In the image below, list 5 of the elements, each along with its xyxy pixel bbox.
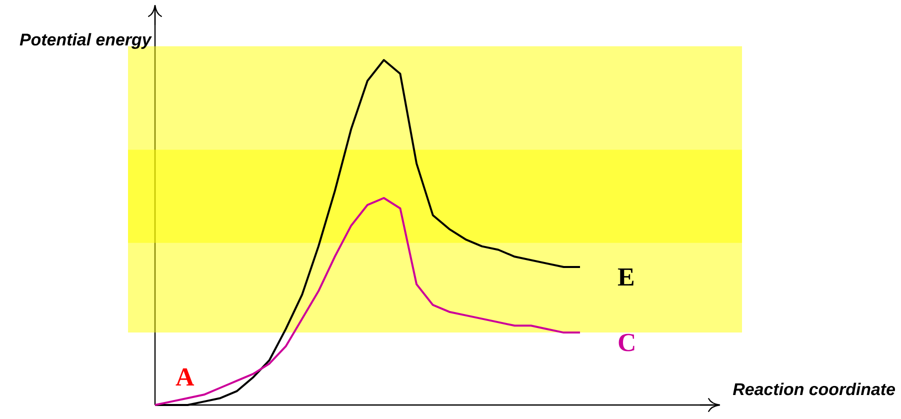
y-axis-title: Potential energy — [20, 33, 152, 49]
annotation: A — [176, 368, 194, 386]
series-label: E — [618, 268, 634, 286]
series-label: C — [618, 334, 634, 352]
text: Reaction coordinate — [732, 382, 896, 396]
